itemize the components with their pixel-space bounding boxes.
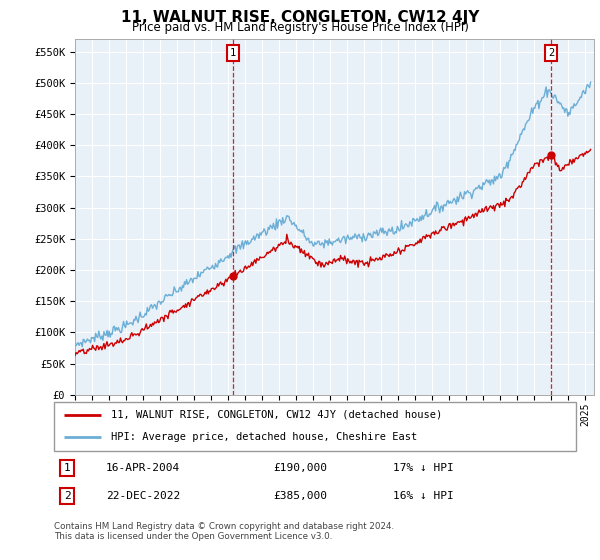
Text: 11, WALNUT RISE, CONGLETON, CW12 4JY (detached house): 11, WALNUT RISE, CONGLETON, CW12 4JY (de… [112,410,443,420]
Text: 1: 1 [230,48,236,58]
Text: Contains HM Land Registry data © Crown copyright and database right 2024.
This d: Contains HM Land Registry data © Crown c… [54,522,394,542]
Text: 16% ↓ HPI: 16% ↓ HPI [394,491,454,501]
Text: 11, WALNUT RISE, CONGLETON, CW12 4JY: 11, WALNUT RISE, CONGLETON, CW12 4JY [121,10,479,25]
Text: 22-DEC-2022: 22-DEC-2022 [106,491,181,501]
Text: 16-APR-2004: 16-APR-2004 [106,463,181,473]
Text: HPI: Average price, detached house, Cheshire East: HPI: Average price, detached house, Ches… [112,432,418,442]
Text: £385,000: £385,000 [273,491,327,501]
Text: Price paid vs. HM Land Registry's House Price Index (HPI): Price paid vs. HM Land Registry's House … [131,21,469,34]
Text: 2: 2 [548,48,554,58]
Text: 2: 2 [64,491,70,501]
Text: 17% ↓ HPI: 17% ↓ HPI [394,463,454,473]
Text: £190,000: £190,000 [273,463,327,473]
Text: 1: 1 [64,463,70,473]
